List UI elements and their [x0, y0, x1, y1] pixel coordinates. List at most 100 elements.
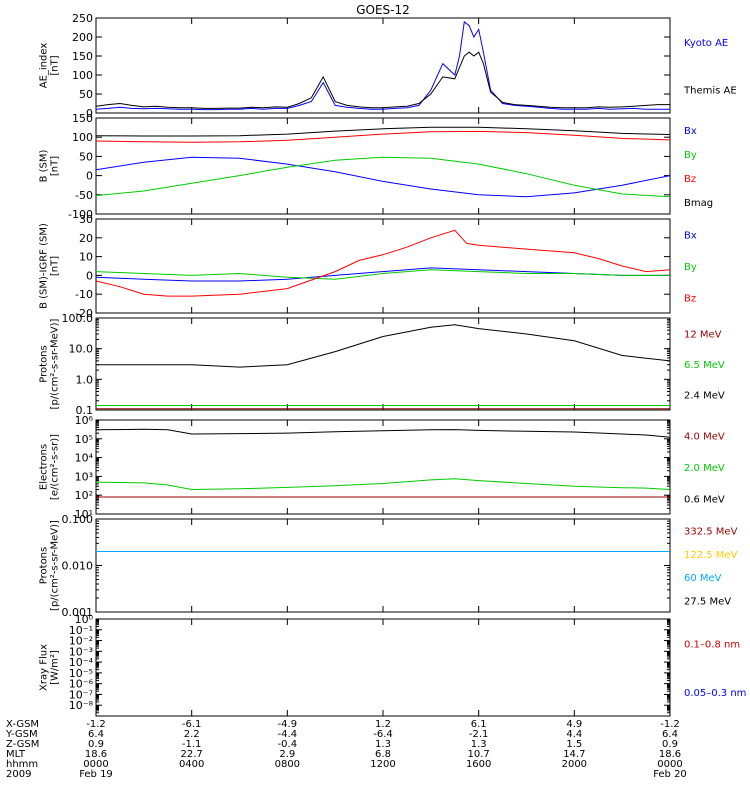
y-tick-label: 10⁴ [75, 452, 94, 465]
y-tick-label: 150 [72, 112, 93, 125]
y-axis-title-line: AE_index [39, 43, 50, 89]
ephemeris-value: 1200 [370, 759, 395, 770]
y-axis-title: Xray Flux[W/m²] [39, 644, 61, 691]
ephemeris-value: 18.6 [659, 749, 681, 760]
y-tick-label: 10⁻⁴ [69, 656, 94, 669]
series-bz [95, 130, 671, 143]
y-tick-label: 0.010 [62, 560, 94, 573]
ephemeris-value: 0000 [657, 759, 682, 770]
ephemeris-value: 1.3 [471, 739, 487, 750]
y-tick-label: 150 [72, 50, 93, 63]
y-tick-label: 100.0 [62, 312, 94, 325]
legend-label: Themis AE [683, 85, 737, 96]
series-2-4-mev [96, 324, 671, 368]
ephemeris-row-label: MLT [6, 749, 26, 760]
panel-2: -100 -50 0 50 100 150 B (SM)[nT] Bx By Bz Bmag [39, 112, 714, 221]
legend-label: Bmag [684, 198, 713, 209]
end-date-label: Feb 20 [653, 769, 687, 780]
legend-label: Bz [684, 293, 696, 304]
ephemeris-row-label: X-GSM [6, 719, 39, 730]
y-axis-title-line: B (SM)-IGRF (SM) [39, 223, 50, 309]
y-axis-title-line: Xray Flux [39, 644, 50, 691]
panel-frame [95, 317, 671, 411]
y-tick-label: 10³ [75, 470, 93, 483]
legend-label: Bx [684, 231, 697, 242]
panel-frame [95, 218, 671, 314]
ephemeris-value: 14.7 [563, 749, 585, 760]
y-tick-label: 10 [79, 251, 93, 264]
ephemeris-value: 1.5 [566, 739, 582, 750]
legend-label: By [684, 262, 697, 273]
y-axis-title-line: B (SM) [39, 149, 50, 182]
ephemeris-value: 0800 [275, 759, 300, 770]
legend-label: 2.0 MeV [684, 463, 725, 474]
series-by [95, 269, 670, 280]
ephemeris-value: -2.1 [469, 729, 489, 740]
y-tick-label: 50 [79, 88, 93, 101]
y-tick-label: 50 [79, 150, 93, 163]
panel-4: 0.11.010.0100.0Protons[p/(cm²-s-sr-MeV)]… [39, 312, 725, 417]
ephemeris-value: -6.4 [373, 729, 393, 740]
y-axis-title: B (SM)[nT] [39, 149, 61, 182]
y-tick-label: -50 [75, 189, 93, 202]
y-tick-label: 200 [72, 31, 93, 44]
y-tick-label: -100 [68, 208, 93, 221]
y-tick-label: 10⁻⁶ [69, 678, 94, 691]
ephemeris-value: 4.9 [566, 719, 582, 730]
y-tick-label: 10⁻² [69, 635, 93, 648]
y-tick-label: 100 [72, 69, 93, 82]
y-tick-label: 250 [72, 12, 93, 25]
y-tick-label: -20 [75, 307, 93, 320]
y-tick-label: 10⁻⁵ [69, 667, 93, 680]
ephemeris-value: 22.7 [181, 749, 203, 760]
y-tick-label: 10⁻³ [69, 645, 93, 658]
legend-label: 4.0 MeV [684, 432, 725, 443]
y-tick-label: 10⁻¹ [69, 624, 93, 637]
y-tick-label: 0 [86, 269, 93, 282]
y-tick-label: 0 [86, 107, 93, 120]
y-axis-title-line: Protons [39, 547, 50, 584]
series-bz [95, 229, 671, 297]
y-tick-label: 0.1 [76, 404, 94, 417]
y-tick-label: 20 [79, 232, 93, 245]
series-by [95, 156, 671, 198]
y-axis-title-line: [e/(cm²-s-sr)] [50, 434, 61, 500]
panel-3: -20 -10 0 10 20 30 B (SM)-IGRF (SM)[nT] Bx By Bz [39, 213, 697, 320]
series-bmag [95, 126, 671, 137]
legend-label: 122.5 MeV [684, 550, 738, 561]
ephemeris-value: -0.4 [278, 739, 298, 750]
ephemeris-value: 4.4 [566, 729, 582, 740]
ephemeris-value: 1.2 [375, 719, 391, 730]
ephemeris-row-label: Z-GSM [6, 739, 39, 750]
legend-label: 12 MeV [684, 329, 722, 340]
y-axis-title-line: [p/(cm²-s-sr-MeV)] [50, 318, 61, 409]
y-tick-label: 0.100 [62, 513, 94, 526]
ephemeris-value: -1.1 [182, 739, 202, 750]
y-axis-title-line: Protons [39, 345, 50, 382]
y-axis-title-line: [W/m²] [50, 650, 61, 685]
y-axis-title: Protons[p/(cm²-s-sr-MeV)] [39, 520, 61, 611]
ephemeris-value: -1.2 [660, 719, 680, 730]
ephemeris-value: 2000 [562, 759, 587, 770]
ephemeris-value: 6.4 [662, 729, 678, 740]
panel-frame [95, 618, 671, 717]
panel-frame [95, 518, 671, 613]
y-tick-label: 100 [72, 131, 93, 144]
y-tick-label: 10⁶ [75, 414, 94, 427]
y-axis-title-line: [p/(cm²-s-sr-MeV)] [50, 520, 61, 611]
legend-label: 0.1–0.8 nm [684, 639, 740, 650]
chart-title: GOES-12 [356, 3, 410, 17]
y-axis-title-line: [nT] [50, 156, 61, 176]
legend-label: 6.5 MeV [684, 360, 725, 371]
y-tick-label: -10 [75, 288, 93, 301]
series-bx [95, 156, 671, 198]
y-tick-label: 0 [86, 170, 93, 183]
y-axis-title-line: Electrons [39, 444, 50, 490]
year-label: 2009 [6, 769, 31, 780]
series-0-6-mev [95, 428, 671, 438]
ephemeris-value: 6.8 [375, 749, 391, 760]
ephemeris-value: 0000 [83, 759, 108, 770]
y-tick-label: 10² [75, 489, 93, 502]
legend-label: Kyoto AE [684, 38, 728, 49]
